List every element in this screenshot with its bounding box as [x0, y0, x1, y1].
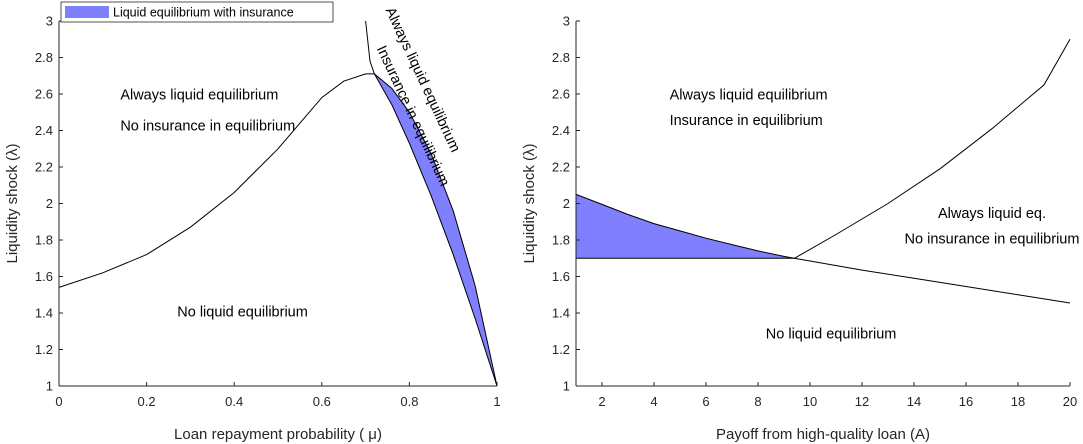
y-tick-label: 1.2: [35, 342, 53, 357]
y-tick-label: 2.6: [552, 87, 570, 102]
legend-label: Liquid equilibrium with insurance: [113, 6, 294, 20]
panel-1: 0 0.2 0.4 0.6 0.8 1 1 1.2 1.4 1.6 1.8 2 2.2 2.4 2.6 2.8…: [4, 1, 501, 443]
y-tick-label: 2: [46, 196, 53, 211]
y-axis-label: Liquidity shock (λ): [4, 143, 21, 263]
y-tick-label: 1.2: [552, 342, 570, 357]
region-annotation: Always liquid eq.: [938, 206, 1046, 222]
x-tick-label: 10: [803, 394, 817, 409]
boundary-curve-2: [365, 20, 498, 387]
y-tick-label: 2.8: [552, 50, 570, 65]
y-tick-label: 1.8: [552, 233, 570, 248]
y-tick-label: 2.8: [35, 50, 53, 65]
y-tick-label: 2.6: [35, 87, 53, 102]
x-tick-label: 4: [650, 394, 657, 409]
region-annotation: No insurance in equilibrium: [120, 119, 295, 135]
x-tick-label: 0: [55, 394, 62, 409]
x-tick-label: 14: [907, 394, 921, 409]
legend-box: [60, 1, 334, 23]
x-tick-label: 0.6: [313, 394, 331, 409]
x-tick-label: 20: [1063, 394, 1077, 409]
region-annotation: No insurance in equilibrium: [905, 232, 1080, 248]
y-tick-label: 1: [46, 379, 53, 394]
x-tick-label: 0.2: [138, 394, 156, 409]
y-tick-label: 2.4: [552, 123, 570, 138]
y-tick-label: 1.6: [35, 269, 53, 284]
region-annotation: No liquid equilibrium: [177, 305, 308, 321]
x-tick-label: 6: [702, 394, 709, 409]
x-tick-label: 1: [493, 394, 500, 409]
region-annotation: No liquid equilibrium: [766, 327, 897, 343]
region-annotation: Always liquid equilibrium: [120, 87, 278, 103]
y-tick-label: 1.6: [552, 269, 570, 284]
y-tick-label: 2.4: [35, 123, 53, 138]
y-tick-label: 3: [563, 14, 570, 29]
y-tick-label: 1.4: [552, 306, 570, 321]
insurance-region: [576, 194, 795, 259]
legend: Liquid equilibrium with insurance: [60, 1, 334, 23]
y-tick-label: 2.2: [35, 160, 53, 175]
x-tick-label: 0.4: [225, 394, 243, 409]
region-annotation: Always liquid equilibrium: [670, 87, 828, 103]
y-tick-label: 1: [563, 379, 570, 394]
x-tick-label: 12: [855, 394, 869, 409]
x-tick-label: 0.8: [400, 394, 418, 409]
y-tick-label: 2.2: [552, 160, 570, 175]
boundary-curve-1: [58, 73, 498, 387]
x-axis-label: Loan repayment probability ( μ): [174, 426, 382, 443]
legend-swatch: [65, 6, 109, 18]
boundary-curve-1: [575, 193, 1071, 304]
y-tick-label: 2: [563, 196, 570, 211]
x-tick-label: 2: [598, 394, 605, 409]
y-axis-label: Liquidity shock (λ): [521, 143, 538, 263]
x-tick-label: 8: [754, 394, 761, 409]
x-tick-label: 16: [959, 394, 973, 409]
boundary-curve-2: [794, 39, 1071, 259]
x-tick-label: 18: [1011, 394, 1025, 409]
y-tick-label: 1.4: [35, 306, 53, 321]
panel-2: 2 4 6 8 10 12 14 16 18 20 1 1.2 1.4 1.6 1.8 2 2.2 2.4 2.6 2…: [521, 14, 1079, 444]
region-annotation: Insurance in equilibrium: [670, 113, 823, 129]
x-axis-label: Payoff from high-quality loan (A): [716, 426, 930, 443]
y-tick-label: 1.8: [35, 233, 53, 248]
y-tick-label: 3: [46, 14, 53, 29]
